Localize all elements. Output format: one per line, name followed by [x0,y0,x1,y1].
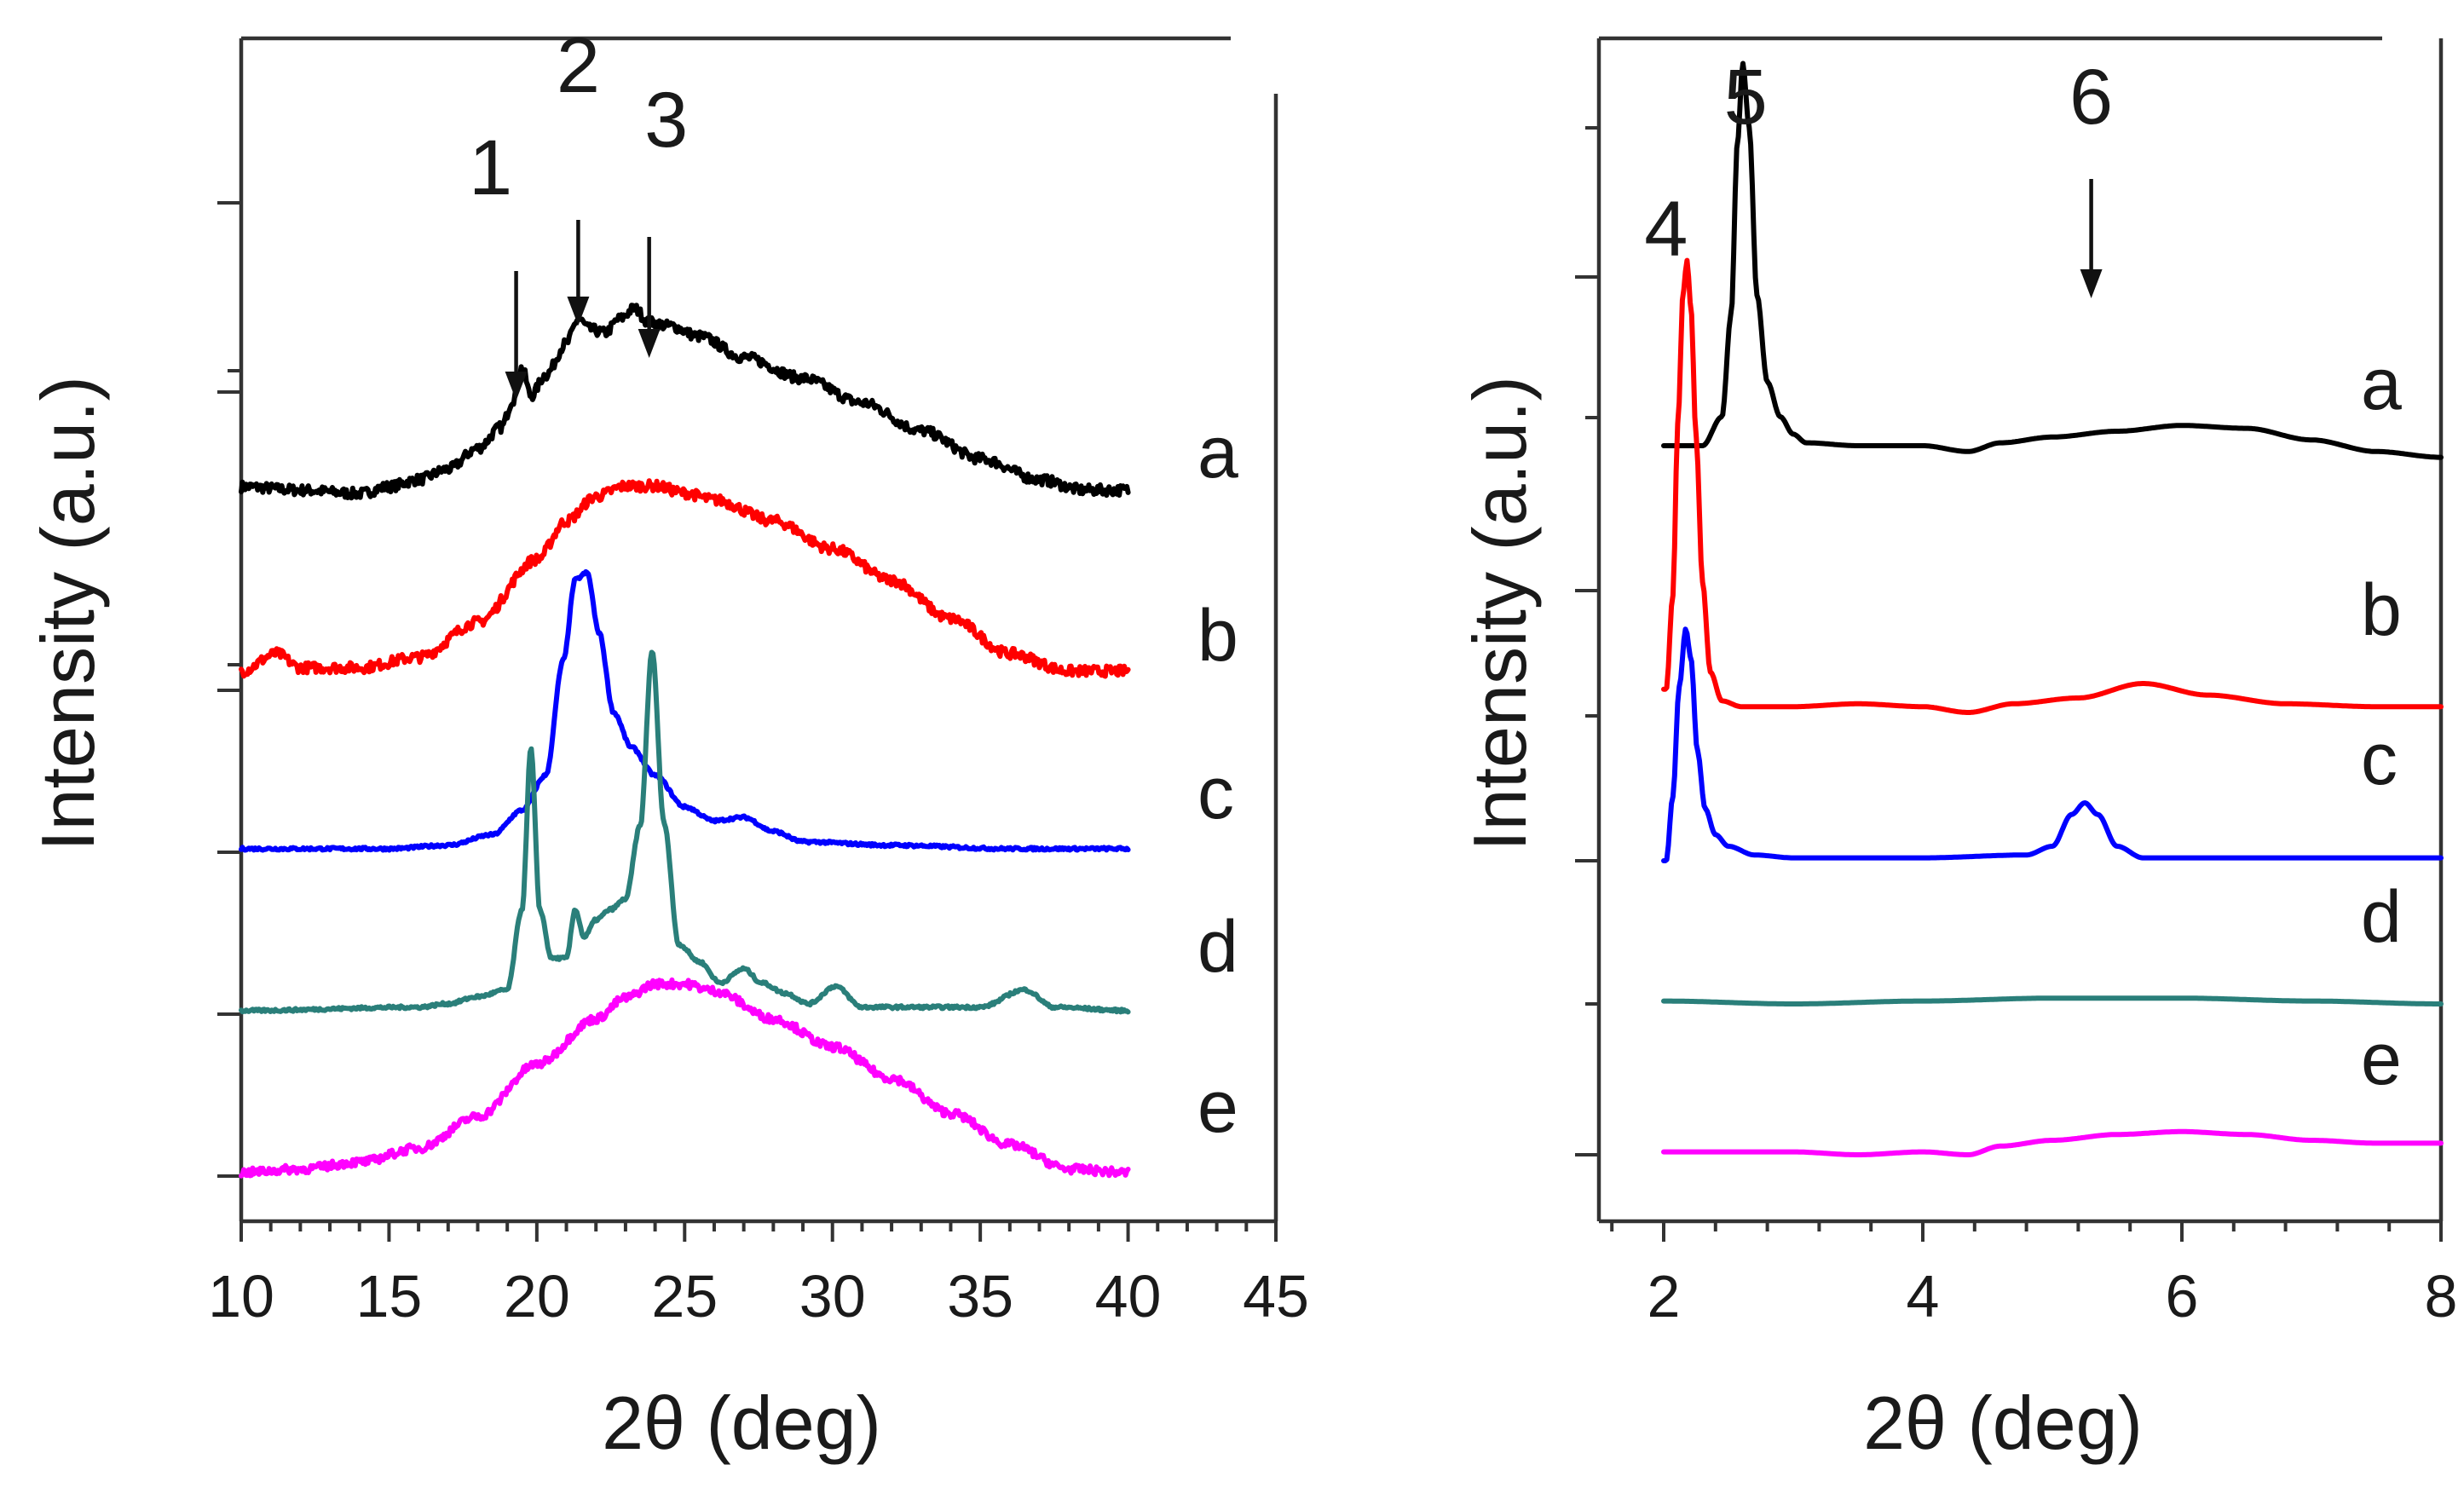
x-tick-label: 10 [208,1263,274,1329]
peak-label-1: 1 [469,124,512,211]
x-axis-title: 2θ (deg) [1863,1381,2143,1465]
series-line-c [239,568,1131,853]
curve-label-e: e [1197,1066,1238,1148]
x-tick-label: 25 [651,1263,718,1329]
series-line-e [1661,1128,2444,1157]
peak-label-5: 5 [1724,54,1768,141]
series-line-d [239,649,1131,1015]
peak-label-3: 3 [644,77,688,164]
series-line-e [239,977,1131,1179]
curve-label-a: a [1197,412,1238,493]
peak-label-6: 6 [2069,54,2113,141]
x-tick-label: 15 [355,1263,422,1329]
curve-label-d: d [2361,876,2402,958]
curve-label-a: a [2361,343,2402,425]
x-tick-label: 4 [1907,1263,1940,1329]
curve-label-d: d [1197,906,1238,988]
x-axis-title: 2θ (deg) [602,1381,881,1465]
x-tick-label: 30 [799,1263,866,1329]
x-tick-label: 45 [1243,1263,1309,1329]
peak-label-4: 4 [1644,186,1688,273]
curve-label-b: b [1197,595,1238,677]
curve-label-c: c [2361,718,2398,800]
y-axis-title: Intensity (a.u.) [26,376,110,851]
y-axis-title: Intensity (a.u.) [1457,376,1542,851]
series-line-a [1661,61,2444,460]
left-panel-chart: 10 15 20 25 30 35 40 45 2θ (deg) Intensity (a.u.)… [26,22,1309,1465]
curve-label-c: c [1197,753,1234,834]
curve-label-b: b [2361,569,2402,651]
peak-arrow-head [505,372,528,401]
x-tick-label: 35 [947,1263,1013,1329]
series-line-c [1661,626,2444,863]
x-tick-label: 6 [2166,1263,2199,1329]
x-tick-label: 40 [1095,1263,1162,1329]
curve-label-e: e [2361,1018,2402,1100]
peak-label-2: 2 [557,22,600,109]
peak-arrow-head [567,297,590,326]
series-line-a [239,303,1131,501]
series-line-d [1661,995,2444,1006]
x-tick-label: 20 [504,1263,570,1329]
peak-arrow-head [638,329,661,358]
peak-arrow-head [2080,269,2103,298]
x-tick-label: 2 [1647,1263,1681,1329]
x-tick-label: 8 [2425,1263,2458,1329]
series-line-b [239,478,1131,679]
series-line-b [1661,257,2444,715]
